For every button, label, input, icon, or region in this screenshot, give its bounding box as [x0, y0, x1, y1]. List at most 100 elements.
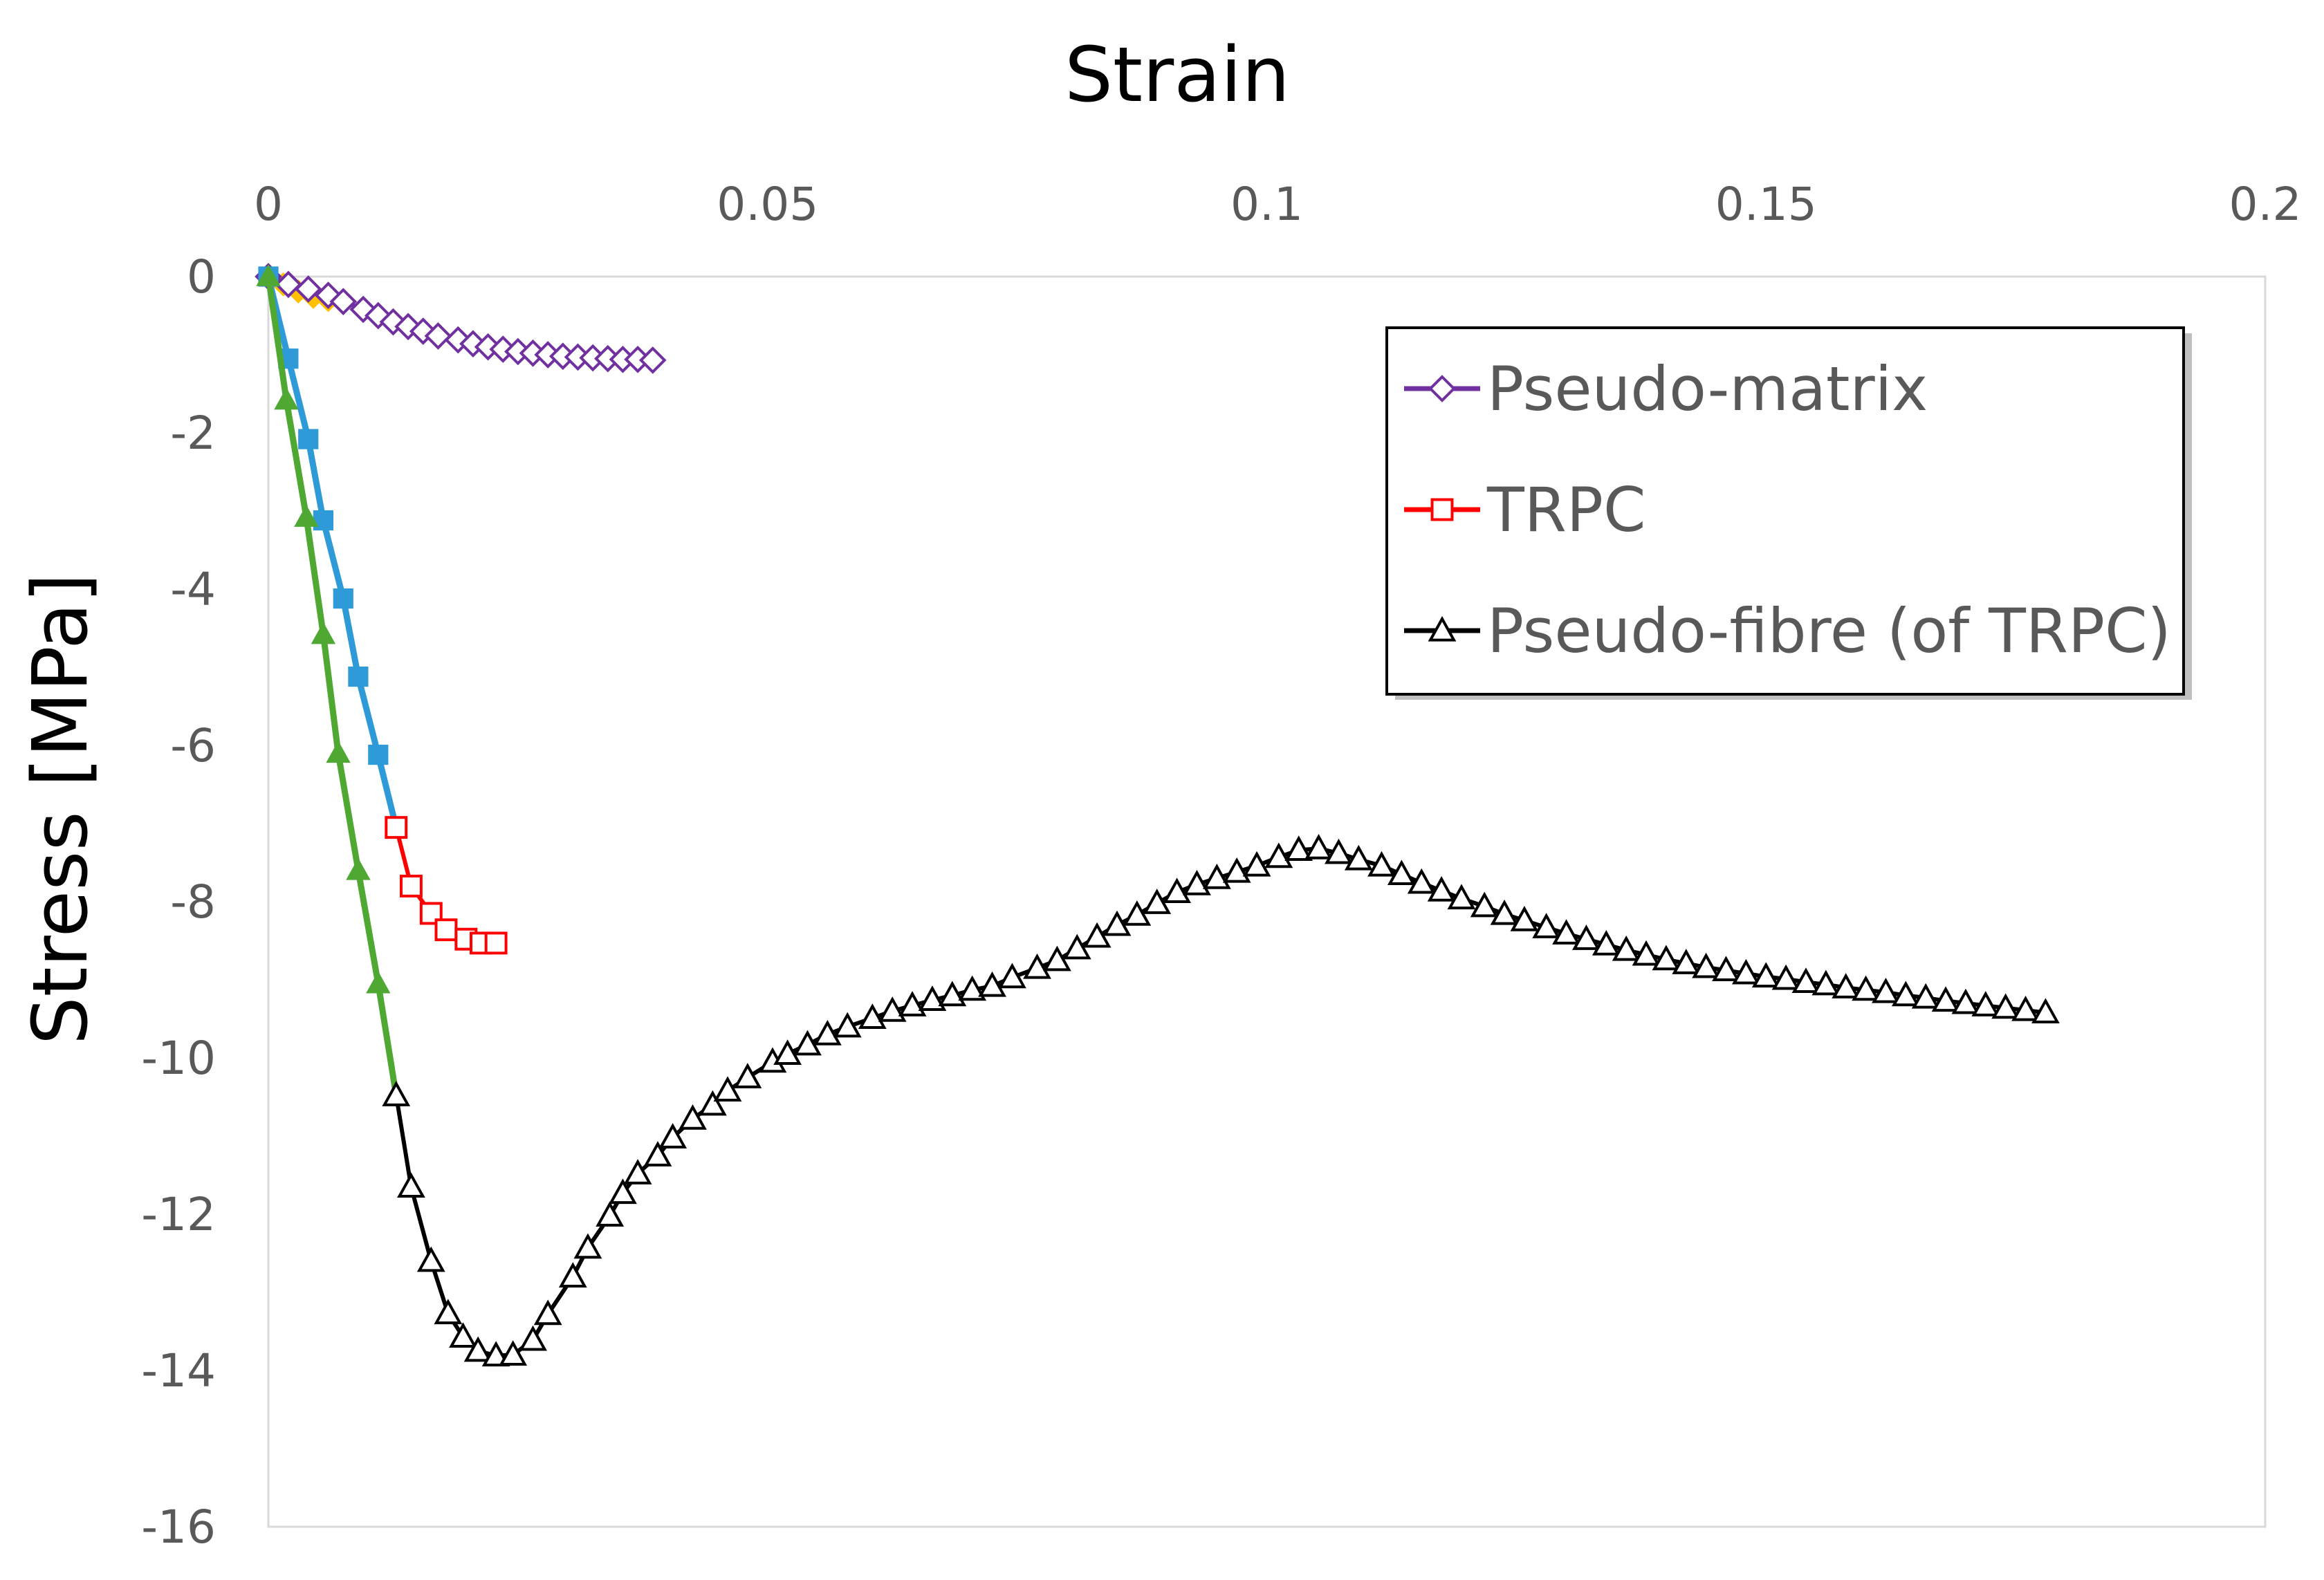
x-tick-label: 0.2 [2229, 178, 2302, 231]
data-point [1852, 975, 1880, 1001]
data-point [609, 1178, 637, 1205]
x-tick-label: 0.1 [1230, 178, 1303, 231]
data-point [275, 270, 302, 299]
series [385, 816, 508, 955]
data-point [858, 1003, 887, 1029]
data-point [793, 1030, 822, 1056]
y-tick-label: -2 [170, 407, 216, 460]
data-point [397, 1172, 425, 1198]
data-point [1062, 933, 1091, 960]
data-point [773, 1039, 802, 1065]
data-point [1911, 983, 1940, 1009]
data-point [1872, 977, 1900, 1003]
data-point [1304, 834, 1333, 859]
data-point [256, 263, 281, 286]
series-line [265, 276, 400, 1096]
data-point [679, 1104, 707, 1130]
data-point [1143, 889, 1172, 914]
data-point [1712, 956, 1740, 982]
x-tick-labels: 0 0.05 0.1 0.15 0.2 [254, 178, 2301, 231]
data-point [1367, 851, 1396, 877]
data-point [313, 510, 333, 531]
y-tick-label: 0 [187, 250, 216, 304]
x-tick-label: 0.15 [1715, 178, 1817, 231]
data-point [643, 1141, 672, 1167]
legend-label: Pseudo-fibre (of TRPC) [1487, 595, 2171, 667]
data-point [1202, 863, 1231, 889]
y-tick-label: -16 [141, 1500, 216, 1554]
data-point [368, 744, 389, 765]
data-point [274, 387, 299, 410]
y-tick-label: -6 [170, 719, 216, 772]
data-point [424, 322, 452, 350]
data-point [698, 1090, 727, 1116]
data-point [1082, 922, 1112, 948]
series-layer [255, 263, 2060, 1367]
data-point [1791, 967, 1820, 993]
data-point [1344, 844, 1373, 871]
series [258, 266, 407, 838]
data-point [573, 1233, 602, 1259]
data-point [434, 1299, 463, 1325]
y-tick-label: -4 [170, 563, 216, 616]
data-point [519, 1325, 547, 1351]
y-axis-title: Stress [MPa] [16, 573, 104, 1045]
data-point [1264, 842, 1293, 868]
data-point [1931, 986, 1960, 1012]
data-point [1991, 993, 2020, 1019]
data-point [481, 1341, 510, 1367]
data-point [1325, 838, 1353, 864]
data-point [1552, 919, 1580, 945]
data-point [918, 985, 947, 1011]
data-point [326, 741, 351, 763]
data-point [1672, 949, 1701, 974]
data-point [1951, 988, 1980, 1014]
legend-entry: TRPC [1404, 474, 1645, 546]
data-point [1971, 991, 2000, 1016]
data-point [1163, 877, 1191, 904]
data-point [294, 504, 319, 527]
data-point [499, 1340, 528, 1366]
data-point [813, 1019, 842, 1045]
data-point [329, 288, 358, 315]
data-point [733, 1063, 762, 1088]
data-point [449, 1322, 477, 1348]
data-point [416, 1246, 445, 1272]
data-point [1183, 870, 1211, 895]
data-point [1430, 498, 1454, 521]
data-point [878, 996, 907, 1022]
data-point [533, 1299, 562, 1326]
data-point [623, 1159, 652, 1184]
data-point [958, 975, 987, 1001]
plot-frame [267, 275, 2267, 1528]
legend-entry: Pseudo-matrix [1404, 353, 1928, 425]
data-point [333, 588, 353, 609]
legend: Pseudo-matrix TRPC Pseudo-fibre (of TRPC) [1385, 326, 2192, 700]
y-tick-label: -8 [170, 875, 216, 929]
data-point [1427, 876, 1456, 902]
data-point [898, 991, 927, 1016]
legend-box [1385, 326, 2185, 696]
data-point [1470, 891, 1499, 918]
data-point [1612, 935, 1641, 961]
data-point [938, 980, 967, 1007]
data-point [385, 816, 408, 839]
data-point [1023, 953, 1051, 979]
legend-entries: Pseudo-matrix TRPC Pseudo-fibre (of TRPC) [1404, 353, 2171, 667]
data-point [978, 971, 1006, 997]
data-point [596, 1201, 625, 1227]
data-point [1428, 615, 1457, 642]
data-point [1891, 980, 1920, 1007]
data-point [1428, 375, 1456, 402]
x-tick-label: 0.05 [717, 178, 818, 231]
plot-area [267, 275, 2267, 1528]
data-point [1510, 906, 1539, 931]
y-tick-label: -10 [141, 1032, 216, 1085]
legend-entry: Pseudo-fibre (of TRPC) [1404, 595, 2171, 667]
data-point [658, 1123, 688, 1149]
data-point [1632, 940, 1661, 966]
data-point [1222, 857, 1251, 883]
x-tick-label: 0 [254, 178, 283, 231]
